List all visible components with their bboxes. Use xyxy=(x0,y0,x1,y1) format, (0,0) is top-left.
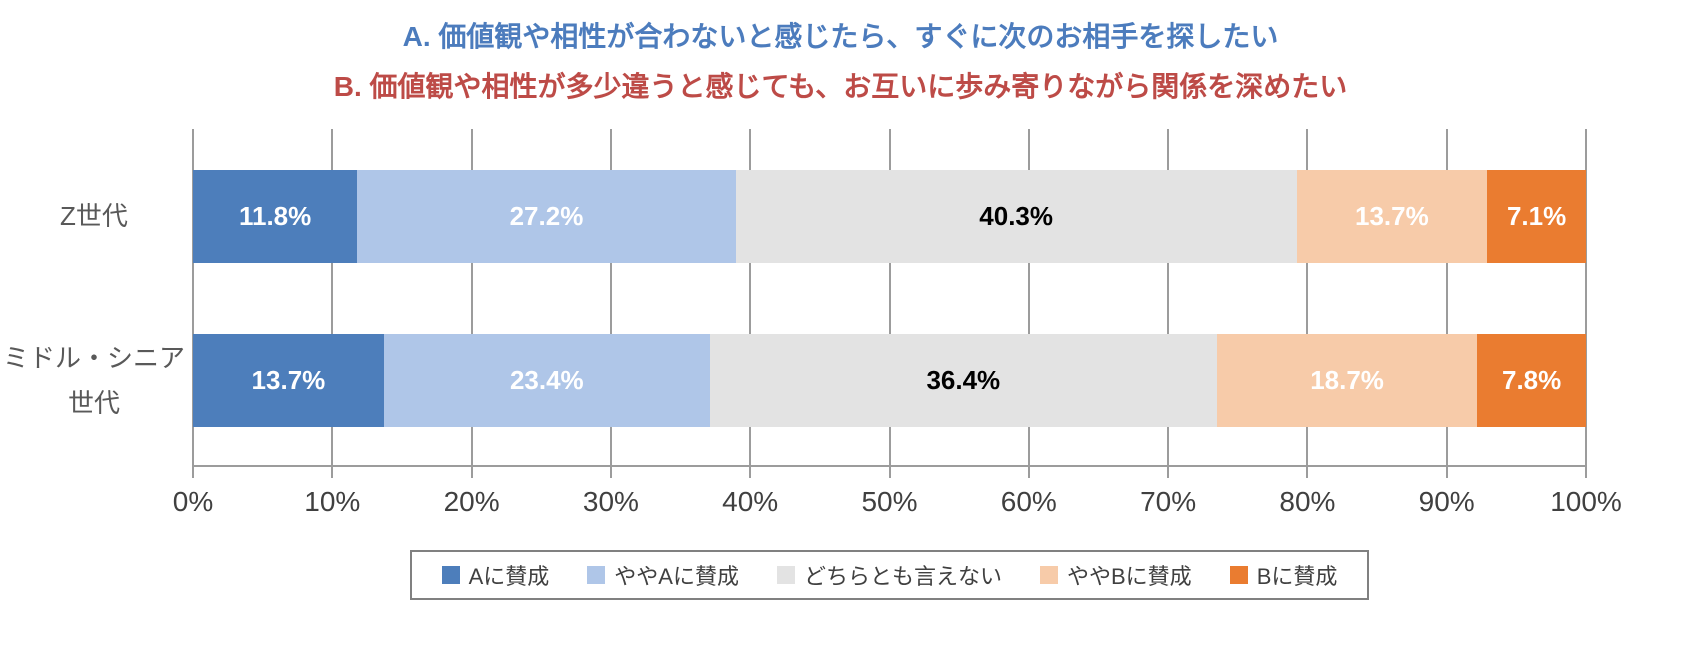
legend-swatch-icon xyxy=(1040,566,1058,584)
bar-segment-label: 7.1% xyxy=(1506,201,1567,231)
bar-segment-label: 27.2% xyxy=(509,201,584,231)
bar-segment: 18.7% xyxy=(1216,334,1478,427)
gridline xyxy=(470,129,473,465)
axis-tick xyxy=(1306,465,1309,478)
x-tick-label: 0% xyxy=(172,486,214,517)
axis-tick xyxy=(1167,465,1170,478)
bar-segment: 13.7% xyxy=(1296,170,1488,263)
gridline xyxy=(1585,129,1587,465)
bar-segment: 7.8% xyxy=(1477,334,1586,427)
bar-segment: 27.2% xyxy=(357,170,736,263)
legend-item: ややBに賛成 xyxy=(1040,559,1192,591)
legend-swatch-icon xyxy=(441,566,460,584)
gridline xyxy=(1306,129,1309,465)
x-tick-label: 20% xyxy=(443,486,500,517)
x-tick-label: 50% xyxy=(861,486,918,517)
category-label: Z世代 xyxy=(60,201,128,231)
bar-row: 13.7% 23.4% 36.4% 18.7% 7.8% xyxy=(193,334,1586,427)
legend-label: ややBに賛成 xyxy=(1067,564,1192,589)
bar-segment: 36.4% xyxy=(709,334,1217,427)
axis-tick xyxy=(1445,465,1448,478)
gridline xyxy=(888,129,891,465)
axis-tick xyxy=(609,465,612,478)
x-tick-label: 90% xyxy=(1418,486,1475,517)
bar-segment-label: 13.7% xyxy=(1355,201,1429,231)
chart-title-line-b: B. 価値観や相性が多少違うと感じても、お互いに歩み寄りながら関係を深めたい xyxy=(333,71,1348,102)
bar-segment: 23.4% xyxy=(383,334,710,427)
bar-segment: 40.3% xyxy=(735,170,1297,263)
gridline xyxy=(1445,129,1448,465)
x-tick-label: 80% xyxy=(1279,486,1336,517)
gridline xyxy=(609,129,612,465)
gridline xyxy=(192,129,194,465)
axis-tick xyxy=(749,465,752,478)
bar-segment-label: 13.7% xyxy=(251,365,326,395)
axis-tick xyxy=(888,465,891,478)
bar-segment-label: 23.4% xyxy=(509,365,584,395)
axis-tick xyxy=(1585,465,1587,478)
bar-segment-label: 40.3% xyxy=(979,201,1054,231)
x-tick-label: 100% xyxy=(1550,486,1622,517)
chart-title: A. 価値観や相性が合わないと感じたら、すぐに次のお相手を探したい B. 価値観… xyxy=(0,12,1681,112)
legend-item: ややAに賛成 xyxy=(587,559,739,591)
chart-title-line-a: A. 価値観や相性が合わないと感じたら、すぐに次のお相手を探したい xyxy=(402,21,1279,52)
bar-segment-label: 18.7% xyxy=(1310,365,1384,395)
legend-label: どちらとも言えない xyxy=(803,564,1002,589)
bar-segment: 11.8% xyxy=(193,170,358,263)
category-label: ミドル・シニア 世代 xyxy=(2,342,185,418)
legend-item: どちらとも言えない xyxy=(776,559,1002,591)
axis-tick xyxy=(1027,465,1030,478)
axis-tick xyxy=(192,465,194,478)
legend-box: Aに賛成 ややAに賛成 どちらとも言えない ややBに賛成 Bに賛成 xyxy=(409,550,1370,600)
legend-label: Aに賛成 xyxy=(468,564,550,589)
axis-tick xyxy=(331,465,334,478)
plot-area: 11.8% 27.2% 40.3% 13.7% 7.1% 13.7% 23.4% 36.4% 1… xyxy=(192,129,1587,478)
bar-segment: 13.7% xyxy=(193,334,384,427)
legend-swatch-icon xyxy=(1229,566,1248,584)
bar-segment-label: 11.8% xyxy=(238,201,312,231)
gridline xyxy=(1167,129,1170,465)
legend-item: Aに賛成 xyxy=(441,559,550,591)
legend-item: Bに賛成 xyxy=(1229,559,1338,591)
x-tick-label: 10% xyxy=(304,486,361,517)
axis-tick xyxy=(470,465,473,478)
x-tick-label: 30% xyxy=(582,486,639,517)
legend-label: ややAに賛成 xyxy=(614,564,739,589)
x-tick-label: 60% xyxy=(1000,486,1057,517)
x-tick-label: 40% xyxy=(722,486,779,517)
legend-swatch-icon xyxy=(587,566,606,584)
legend-label: Bに賛成 xyxy=(1256,564,1338,589)
x-axis: 0% 10% 20% 30% 40% 50% 60% 70% 80% 90% 100% xyxy=(173,486,1622,520)
bar-segment: 7.1% xyxy=(1487,170,1586,263)
gridline xyxy=(749,129,752,465)
x-tick-label: 70% xyxy=(1140,486,1197,517)
legend: Aに賛成 ややAに賛成 どちらとも言えない ややBに賛成 Bに賛成 xyxy=(193,550,1586,600)
bar-segment-label: 36.4% xyxy=(926,365,1001,395)
legend-swatch-icon xyxy=(776,566,795,584)
gridline xyxy=(1027,129,1030,465)
gridline xyxy=(331,129,334,465)
bar-segment-label: 7.8% xyxy=(1502,365,1562,395)
bar-row: 11.8% 27.2% 40.3% 13.7% 7.1% xyxy=(193,170,1586,263)
